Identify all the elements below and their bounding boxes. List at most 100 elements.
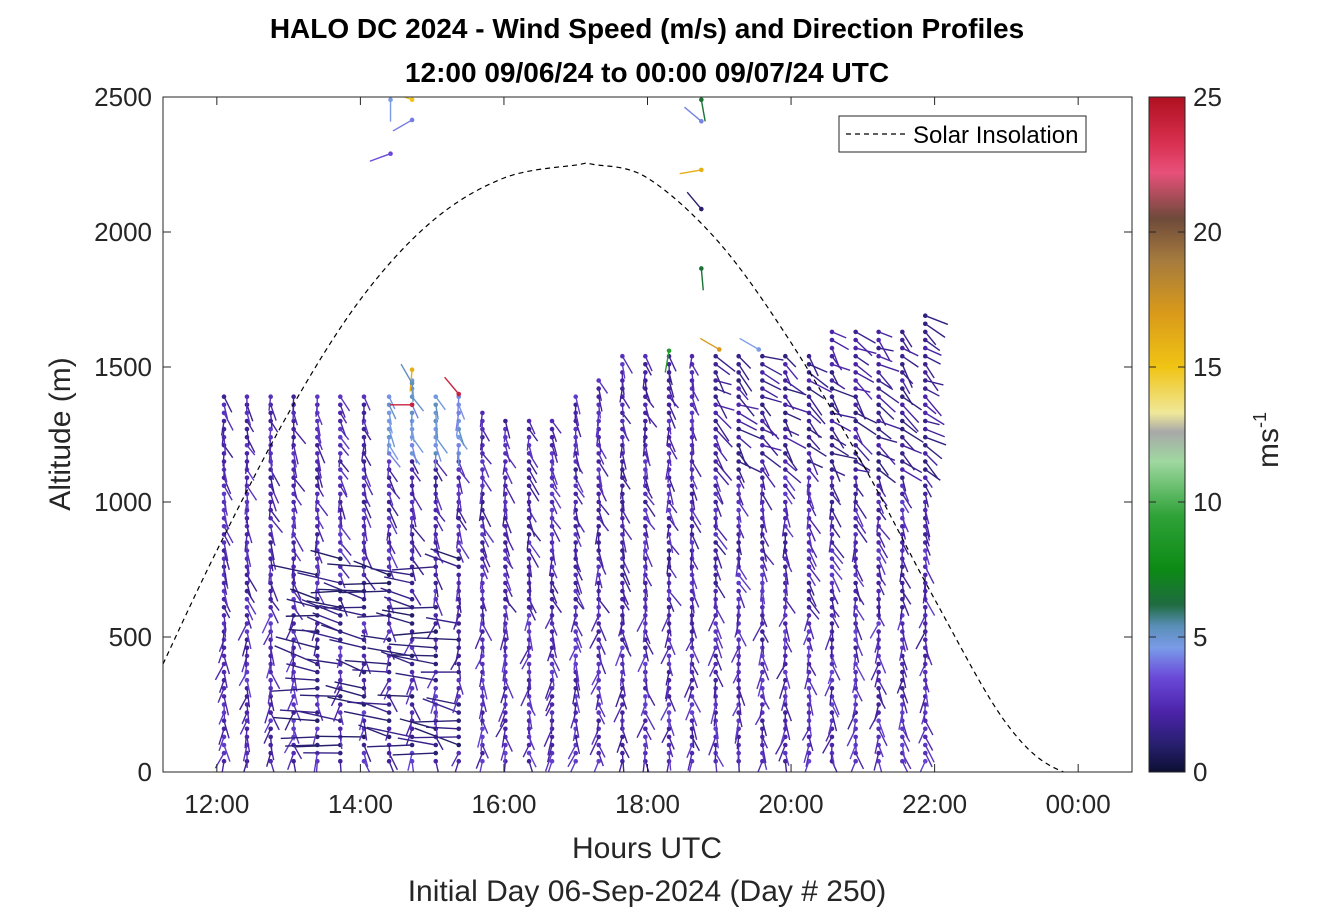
wind-barb-point [713,459,718,464]
wind-barb-point [268,524,273,529]
wind-barb-shaft [598,461,609,477]
wind-barb-point [666,402,672,408]
wind-barb-shaft [223,404,229,419]
wind-barb-point [736,378,741,383]
wind-barb-shaft [575,453,581,472]
wind-barb-point [386,434,392,440]
wind-barb-point [760,418,765,424]
wind-barb-point [829,353,835,359]
wind-barb [526,467,538,484]
wind-barb-shaft [366,726,413,738]
wind-barb-shaft [280,736,318,740]
wind-barb-shaft [575,566,583,581]
wind-barb-point [713,621,718,626]
wind-barb [479,572,485,590]
wind-barb-point [573,596,579,602]
wind-barb-point [526,515,532,521]
wind-barb-point [922,467,928,472]
wind-barb-shaft [388,444,399,461]
wind-barb-shaft [500,688,507,704]
wind-barb [244,580,252,599]
wind-barb-shaft [474,631,484,650]
wind-barb-point [433,515,439,521]
wind-barb-shaft [551,525,561,543]
wind-barb-point [713,353,718,359]
wind-barb [642,370,648,389]
wind-barb-point [666,483,672,489]
wind-barb-shaft [270,517,284,534]
wind-barb [620,742,630,759]
wind-barb-shaft [290,588,318,600]
wind-barb-point [806,637,812,642]
wind-barb-point [736,402,741,408]
wind-barb-point [221,605,227,610]
wind-barb [337,394,351,412]
colorbar-tick-label: 10 [1193,487,1222,517]
wind-barb-point [922,337,928,343]
wind-barb-point [480,548,485,553]
wind-barb-shaft [381,609,413,617]
wind-barb [312,726,320,745]
wind-barb [689,524,695,542]
wind-barb [291,758,297,772]
wind-barb-shaft [664,631,670,648]
wind-barb [329,638,367,651]
wind-barb-shaft [666,429,670,447]
wind-barb-point [806,686,812,691]
wind-barb-point [315,532,320,537]
wind-barb-shaft [479,485,484,505]
wind-barb [620,694,628,710]
wind-barb-point [853,734,858,740]
wind-barb [620,515,625,537]
wind-barb-shaft [269,412,273,428]
wind-barb-shaft [360,634,390,641]
wind-barb-shaft [691,647,700,664]
wind-barb [480,556,489,573]
wind-barb [643,394,655,409]
wind-barb-shaft [344,659,390,665]
wind-barb-point [526,556,532,561]
wind-barb-shaft [504,534,514,551]
wind-barb [377,694,415,699]
wind-barb-shaft [691,372,695,391]
wind-barb [409,499,417,520]
wind-barb-shaft [292,461,298,479]
wind-barb-point [829,564,835,570]
wind-barb-point [315,686,320,691]
wind-barb-point [268,410,273,416]
wind-barb-shaft [452,696,460,714]
wind-barb [596,491,601,509]
wind-barb [287,750,296,771]
wind-barb-shaft [715,469,730,486]
wind-barb-point [666,524,672,529]
wind-barb-shaft [246,485,258,501]
wind-barb-shaft [292,445,299,465]
wind-barb-shaft [295,744,341,748]
wind-barb [689,718,698,740]
wind-barb-shaft [528,712,533,730]
wind-barb-point [876,661,881,667]
wind-barb [409,467,421,482]
wind-barb [315,653,321,669]
wind-barb-point [760,702,765,707]
wind-barb [409,669,419,691]
wind-barb-shaft [316,461,323,479]
wind-barb-point [900,329,905,335]
wind-barb-shaft [504,679,514,699]
x-tick-label: 22:00 [902,789,967,819]
wind-barb-point [549,653,555,659]
wind-barb-point [922,362,928,367]
wind-barb [643,459,649,480]
wind-barb-shaft [668,412,676,429]
wind-barb [713,467,730,486]
wind-barb [291,556,296,579]
wind-barb-point [503,580,508,586]
wind-barb-point [900,434,905,440]
wind-barb [573,718,580,738]
wind-barb-shaft [644,477,651,492]
wind-barb-point [853,386,858,391]
wind-barb [549,434,558,457]
wind-barb [395,672,439,683]
wind-barb-point [620,596,625,602]
wind-barb-point [409,443,415,448]
